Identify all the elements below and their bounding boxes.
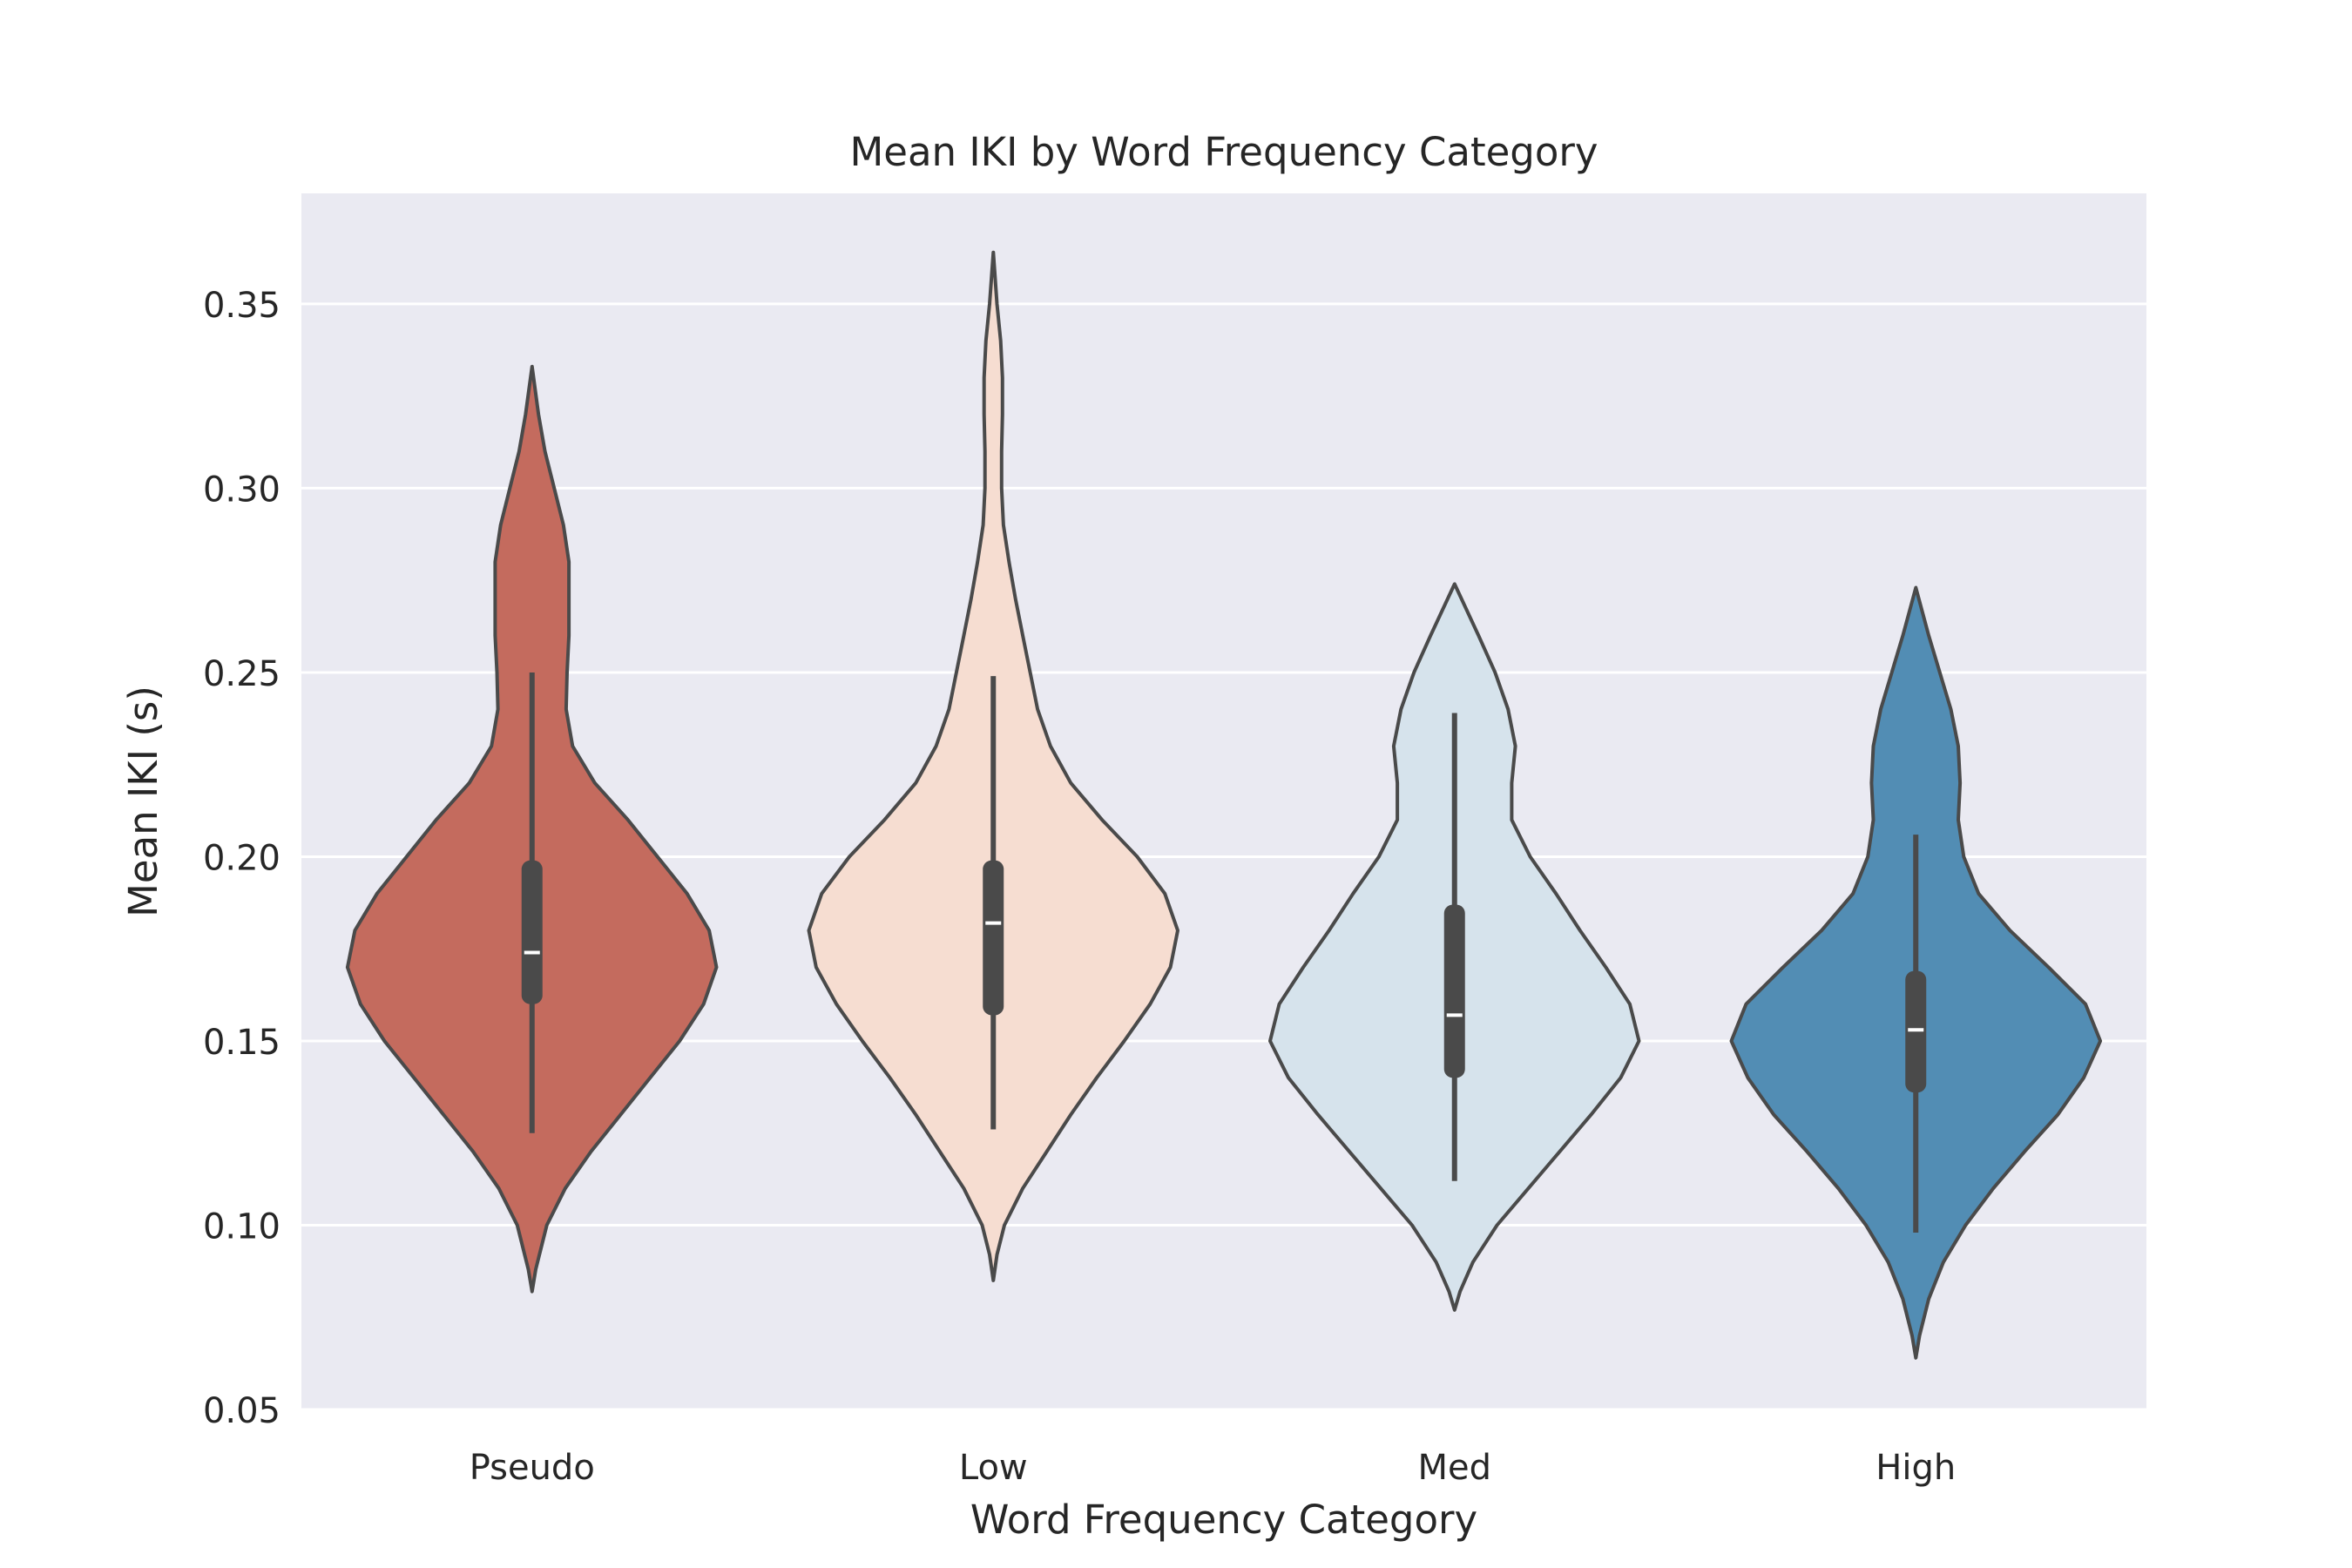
- iqr-box-pseudo: [521, 860, 543, 1004]
- x-tick-labels: Pseudo Low Med High: [470, 1448, 1957, 1488]
- y-tick-label: 0.10: [203, 1206, 280, 1247]
- iqr-box-low: [983, 860, 1004, 1016]
- y-tick-label: 0.25: [203, 654, 280, 694]
- x-tick-label: Low: [959, 1448, 1028, 1488]
- y-tick-labels: 0.05 0.10 0.15 0.20 0.25 0.30 0.35: [203, 286, 280, 1431]
- iqr-box-med: [1443, 904, 1465, 1078]
- violins: [345, 250, 2103, 1360]
- iqr-box-high: [1905, 970, 1927, 1093]
- y-tick-label: 0.35: [203, 286, 280, 326]
- chart-title: Mean IKI by Word Frequency Category: [849, 129, 1598, 175]
- x-axis-label: Word Frequency Category: [970, 1497, 1477, 1543]
- y-tick-label: 0.20: [203, 838, 280, 878]
- x-tick-label: Pseudo: [470, 1448, 595, 1488]
- x-tick-label: High: [1876, 1448, 1956, 1488]
- y-tick-label: 0.15: [203, 1023, 280, 1063]
- x-tick-label: Med: [1417, 1448, 1491, 1488]
- y-tick-label: 0.05: [203, 1391, 280, 1431]
- y-axis-label: Mean IKI (s): [120, 686, 166, 917]
- y-tick-label: 0.30: [203, 470, 280, 510]
